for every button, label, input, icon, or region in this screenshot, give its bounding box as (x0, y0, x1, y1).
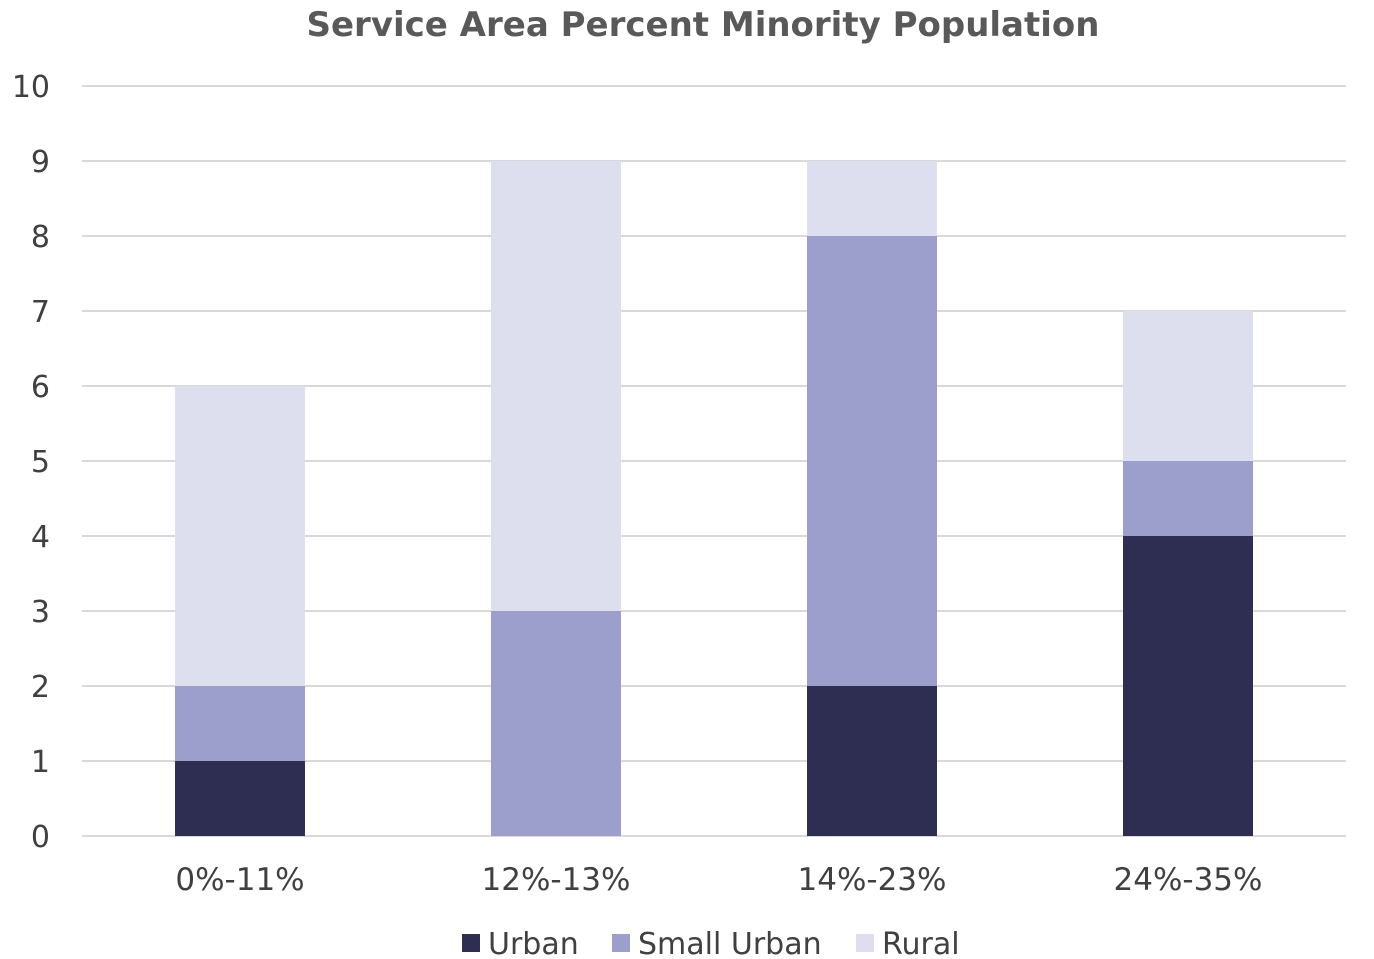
x-category-label: 12%-13% (482, 862, 631, 898)
y-tick-label: 1 (31, 745, 50, 780)
bar-segment (1123, 311, 1253, 461)
bar-segment (175, 761, 305, 836)
x-category-label: 0%-11% (175, 862, 304, 898)
y-tick-label: 8 (31, 220, 50, 255)
bar-segment (175, 386, 305, 686)
bar-segment (175, 686, 305, 761)
y-axis-tick-labels: 0 1 2 3 4 5 6 7 8 9 10 (12, 70, 50, 855)
legend-swatch (462, 934, 480, 952)
x-axis-category-labels: 0%-11% 12%-13% 14%-23% 24%-35% (175, 862, 1262, 898)
legend: Urban Small Urban Rural (462, 927, 960, 959)
legend-label: Small Urban (638, 927, 822, 959)
legend-swatch (856, 934, 874, 952)
y-tick-label: 5 (31, 445, 50, 480)
bar-segment (807, 686, 937, 836)
y-tick-label: 10 (12, 70, 50, 105)
y-tick-label: 3 (31, 595, 50, 630)
bars (175, 161, 1253, 836)
bar-segment (807, 161, 937, 236)
legend-label: Urban (488, 927, 579, 959)
y-tick-label: 7 (31, 295, 50, 330)
x-category-label: 14%-23% (798, 862, 947, 898)
legend-label: Rural (882, 927, 960, 959)
x-category-label: 24%-35% (1114, 862, 1263, 898)
legend-swatch (612, 934, 630, 952)
bar-segment (491, 611, 621, 836)
y-tick-label: 0 (31, 820, 50, 855)
y-tick-label: 4 (31, 520, 50, 555)
chart-title: Service Area Percent Minority Population (307, 5, 1100, 45)
bar-segment (1123, 461, 1253, 536)
bar-segment (807, 236, 937, 686)
bar-segment (491, 161, 621, 611)
y-tick-label: 6 (31, 370, 50, 405)
y-tick-label: 9 (31, 145, 50, 180)
y-tick-label: 2 (31, 670, 50, 705)
bar-segment (1123, 536, 1253, 836)
